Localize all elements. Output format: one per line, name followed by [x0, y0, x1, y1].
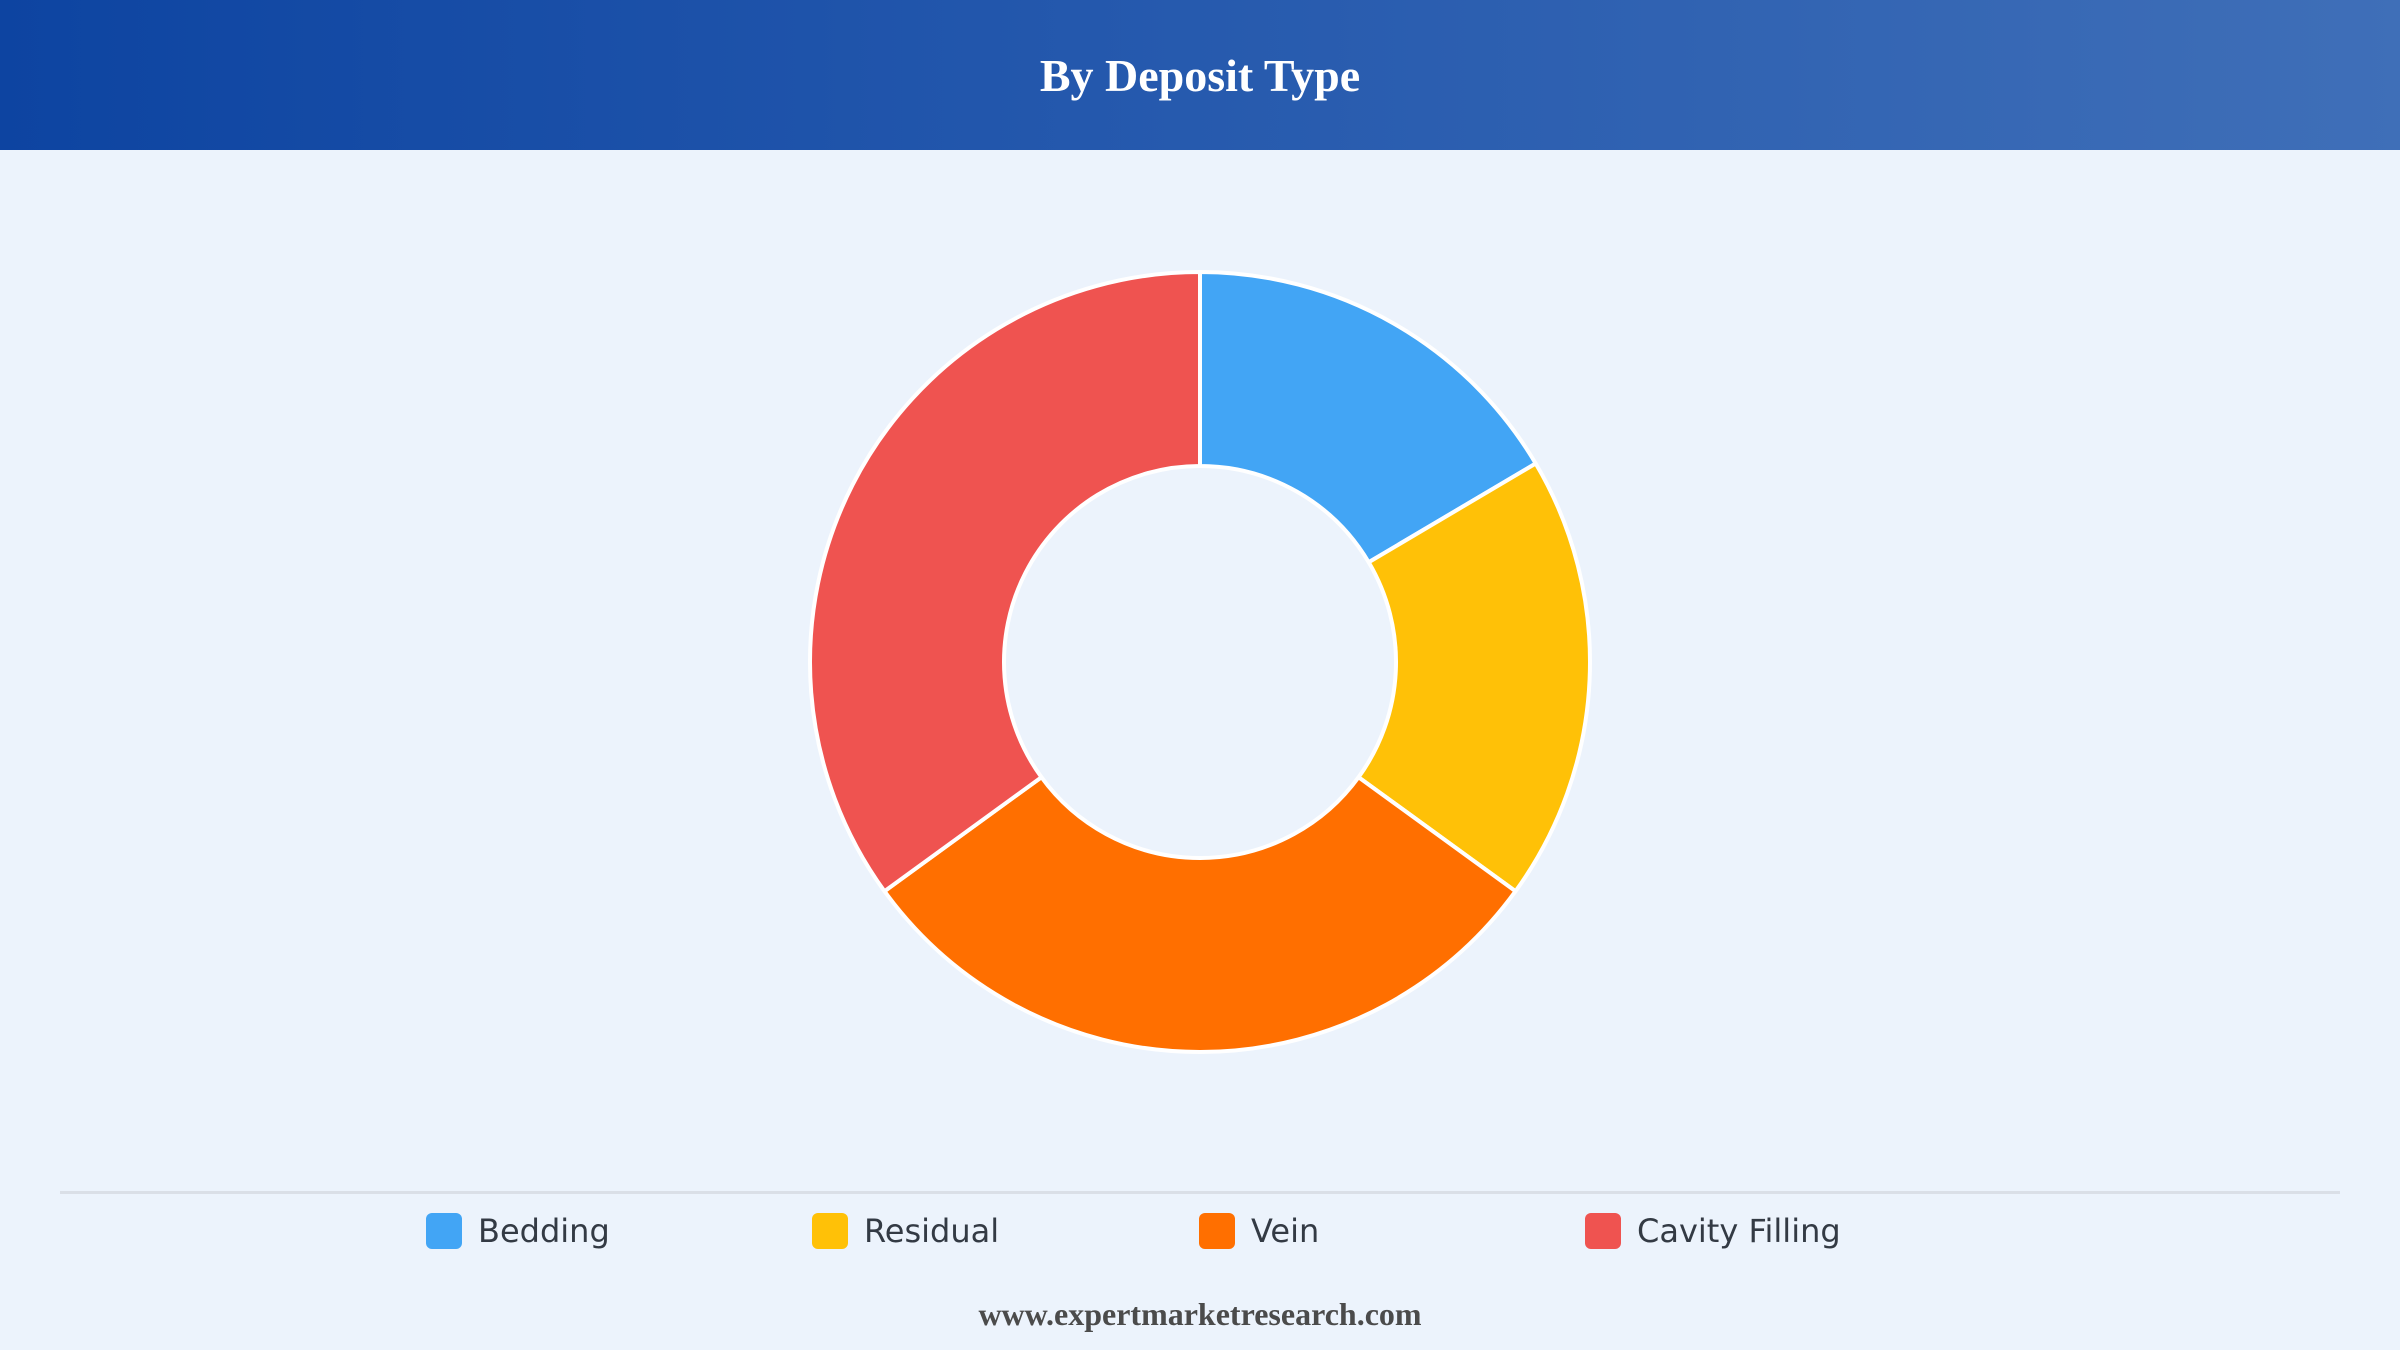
donut-slice-vein[interactable] [882, 775, 1518, 1054]
legend-label-residual: Residual [864, 1212, 1000, 1250]
donut-chart [808, 270, 1592, 1054]
legend-swatch-vein [1199, 1213, 1235, 1249]
chart-title: By Deposit Type [1039, 49, 1361, 101]
legend-label-vein: Vein [1251, 1212, 1320, 1250]
legend: Bedding Residual Vein Cavity Filling [0, 1208, 2400, 1254]
donut-slice-residual[interactable] [1356, 461, 1592, 894]
legend-item-residual[interactable]: Residual [812, 1208, 999, 1254]
donut-slice-bedding[interactable] [1198, 270, 1538, 565]
source-footer: www.expertmarketresearch.com [978, 1296, 1422, 1332]
legend-divider [60, 1191, 2340, 1194]
legend-label-cavity-filling: Cavity Filling [1637, 1212, 1841, 1250]
donut-slice-cavity-filling[interactable] [808, 270, 1202, 894]
legend-item-cavity-filling[interactable]: Cavity Filling [1585, 1208, 1841, 1254]
legend-item-bedding[interactable]: Bedding [426, 1208, 610, 1254]
legend-label-bedding: Bedding [478, 1212, 610, 1250]
legend-item-vein[interactable]: Vein [1199, 1208, 1319, 1254]
legend-swatch-cavity-filling [1585, 1213, 1621, 1249]
header-banner: By Deposit Type [0, 0, 2400, 150]
chart-area [0, 150, 2400, 1190]
legend-swatch-bedding [426, 1213, 462, 1249]
legend-swatch-residual [812, 1213, 848, 1249]
